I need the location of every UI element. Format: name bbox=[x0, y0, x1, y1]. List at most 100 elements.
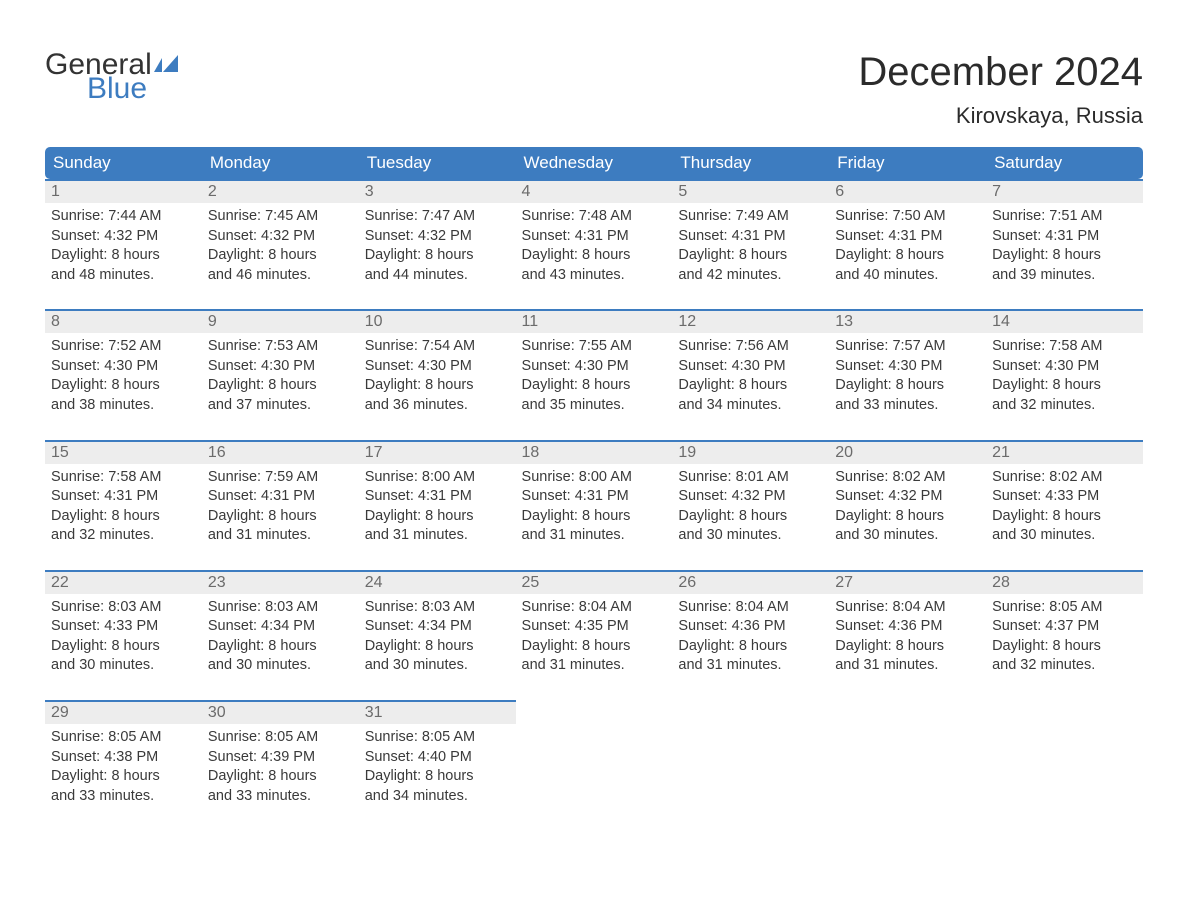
day-details: Sunrise: 7:58 AMSunset: 4:30 PMDaylight:… bbox=[986, 333, 1143, 417]
day-header-monday: Monday bbox=[202, 147, 359, 179]
day-dl2: and 33 minutes. bbox=[51, 787, 196, 807]
calendar-day-cell: 28Sunrise: 8:05 AMSunset: 4:37 PMDayligh… bbox=[986, 570, 1143, 678]
day-dl2: and 43 minutes. bbox=[522, 266, 667, 286]
day-sunrise: Sunrise: 7:56 AM bbox=[678, 337, 823, 357]
day-dl1: Daylight: 8 hours bbox=[51, 507, 196, 527]
calendar-day-cell: 22Sunrise: 8:03 AMSunset: 4:33 PMDayligh… bbox=[45, 570, 202, 678]
day-number: 13 bbox=[829, 311, 986, 333]
day-details: Sunrise: 7:47 AMSunset: 4:32 PMDaylight:… bbox=[359, 203, 516, 287]
day-dl1: Daylight: 8 hours bbox=[208, 507, 353, 527]
day-sunrise: Sunrise: 8:00 AM bbox=[365, 468, 510, 488]
day-dl2: and 33 minutes. bbox=[208, 787, 353, 807]
day-sunset: Sunset: 4:39 PM bbox=[208, 748, 353, 768]
day-details: Sunrise: 8:00 AMSunset: 4:31 PMDaylight:… bbox=[359, 464, 516, 548]
day-number: 14 bbox=[986, 311, 1143, 333]
day-dl1: Daylight: 8 hours bbox=[522, 246, 667, 266]
day-details: Sunrise: 8:05 AMSunset: 4:37 PMDaylight:… bbox=[986, 594, 1143, 678]
page-header: General Blue December 2024 Kirovskaya, R… bbox=[45, 50, 1143, 129]
day-number: 17 bbox=[359, 442, 516, 464]
day-details: Sunrise: 7:45 AMSunset: 4:32 PMDaylight:… bbox=[202, 203, 359, 287]
day-number: 12 bbox=[672, 311, 829, 333]
calendar-day-cell: 15Sunrise: 7:58 AMSunset: 4:31 PMDayligh… bbox=[45, 440, 202, 548]
day-sunset: Sunset: 4:32 PM bbox=[208, 227, 353, 247]
day-dl2: and 30 minutes. bbox=[678, 526, 823, 546]
day-sunrise: Sunrise: 7:48 AM bbox=[522, 207, 667, 227]
calendar-day-cell: 12Sunrise: 7:56 AMSunset: 4:30 PMDayligh… bbox=[672, 309, 829, 417]
day-number: 27 bbox=[829, 572, 986, 594]
day-details: Sunrise: 8:01 AMSunset: 4:32 PMDaylight:… bbox=[672, 464, 829, 548]
day-details: Sunrise: 7:52 AMSunset: 4:30 PMDaylight:… bbox=[45, 333, 202, 417]
day-dl2: and 30 minutes. bbox=[208, 656, 353, 676]
day-dl1: Daylight: 8 hours bbox=[208, 637, 353, 657]
day-dl2: and 34 minutes. bbox=[365, 787, 510, 807]
day-sunrise: Sunrise: 7:59 AM bbox=[208, 468, 353, 488]
day-dl1: Daylight: 8 hours bbox=[51, 376, 196, 396]
day-sunrise: Sunrise: 7:58 AM bbox=[51, 468, 196, 488]
day-details: Sunrise: 8:03 AMSunset: 4:34 PMDaylight:… bbox=[202, 594, 359, 678]
day-dl2: and 44 minutes. bbox=[365, 266, 510, 286]
day-sunrise: Sunrise: 8:05 AM bbox=[208, 728, 353, 748]
day-dl2: and 46 minutes. bbox=[208, 266, 353, 286]
day-number: 2 bbox=[202, 181, 359, 203]
day-sunset: Sunset: 4:38 PM bbox=[51, 748, 196, 768]
day-dl2: and 32 minutes. bbox=[992, 396, 1137, 416]
day-number: 26 bbox=[672, 572, 829, 594]
day-dl2: and 37 minutes. bbox=[208, 396, 353, 416]
day-sunrise: Sunrise: 7:50 AM bbox=[835, 207, 980, 227]
day-sunrise: Sunrise: 7:55 AM bbox=[522, 337, 667, 357]
day-dl1: Daylight: 8 hours bbox=[365, 507, 510, 527]
day-header-saturday: Saturday bbox=[986, 147, 1143, 179]
calendar-day-cell: 3Sunrise: 7:47 AMSunset: 4:32 PMDaylight… bbox=[359, 179, 516, 287]
day-sunset: Sunset: 4:37 PM bbox=[992, 617, 1137, 637]
day-dl2: and 32 minutes. bbox=[992, 656, 1137, 676]
day-details: Sunrise: 7:59 AMSunset: 4:31 PMDaylight:… bbox=[202, 464, 359, 548]
day-details: Sunrise: 8:02 AMSunset: 4:33 PMDaylight:… bbox=[986, 464, 1143, 548]
day-dl2: and 38 minutes. bbox=[51, 396, 196, 416]
day-sunset: Sunset: 4:36 PM bbox=[678, 617, 823, 637]
day-sunset: Sunset: 4:32 PM bbox=[365, 227, 510, 247]
day-dl1: Daylight: 8 hours bbox=[51, 246, 196, 266]
day-dl1: Daylight: 8 hours bbox=[835, 637, 980, 657]
calendar-body: 1Sunrise: 7:44 AMSunset: 4:32 PMDaylight… bbox=[45, 179, 1143, 808]
day-details: Sunrise: 7:49 AMSunset: 4:31 PMDaylight:… bbox=[672, 203, 829, 287]
day-sunset: Sunset: 4:40 PM bbox=[365, 748, 510, 768]
day-sunset: Sunset: 4:31 PM bbox=[365, 487, 510, 507]
day-sunrise: Sunrise: 7:51 AM bbox=[992, 207, 1137, 227]
day-number: 5 bbox=[672, 181, 829, 203]
day-dl2: and 40 minutes. bbox=[835, 266, 980, 286]
day-details: Sunrise: 8:02 AMSunset: 4:32 PMDaylight:… bbox=[829, 464, 986, 548]
day-number: 4 bbox=[516, 181, 673, 203]
calendar-day-cell: 7Sunrise: 7:51 AMSunset: 4:31 PMDaylight… bbox=[986, 179, 1143, 287]
day-number: 18 bbox=[516, 442, 673, 464]
calendar-day-cell: 1Sunrise: 7:44 AMSunset: 4:32 PMDaylight… bbox=[45, 179, 202, 287]
day-dl2: and 32 minutes. bbox=[51, 526, 196, 546]
day-dl1: Daylight: 8 hours bbox=[51, 637, 196, 657]
day-sunset: Sunset: 4:30 PM bbox=[208, 357, 353, 377]
day-number: 31 bbox=[359, 702, 516, 724]
day-number: 29 bbox=[45, 702, 202, 724]
calendar-day-cell: 18Sunrise: 8:00 AMSunset: 4:31 PMDayligh… bbox=[516, 440, 673, 548]
day-details: Sunrise: 8:03 AMSunset: 4:33 PMDaylight:… bbox=[45, 594, 202, 678]
calendar-week-row: 1Sunrise: 7:44 AMSunset: 4:32 PMDaylight… bbox=[45, 179, 1143, 287]
day-dl2: and 30 minutes. bbox=[835, 526, 980, 546]
day-details: Sunrise: 7:48 AMSunset: 4:31 PMDaylight:… bbox=[516, 203, 673, 287]
day-number: 30 bbox=[202, 702, 359, 724]
week-separator bbox=[45, 287, 1143, 309]
day-sunrise: Sunrise: 8:03 AM bbox=[208, 598, 353, 618]
day-header-thursday: Thursday bbox=[672, 147, 829, 179]
calendar-week-row: 15Sunrise: 7:58 AMSunset: 4:31 PMDayligh… bbox=[45, 440, 1143, 548]
day-details: Sunrise: 8:03 AMSunset: 4:34 PMDaylight:… bbox=[359, 594, 516, 678]
day-sunrise: Sunrise: 7:44 AM bbox=[51, 207, 196, 227]
day-number: 24 bbox=[359, 572, 516, 594]
calendar-week-row: 29 Sunrise: 8:05 AM Sunset: 4:38 PM Dayligh… bbox=[45, 700, 1143, 808]
day-sunrise: Sunrise: 8:04 AM bbox=[522, 598, 667, 618]
day-header-wednesday: Wednesday bbox=[516, 147, 673, 179]
day-dl1: Daylight: 8 hours bbox=[992, 637, 1137, 657]
day-dl1: Daylight: 8 hours bbox=[365, 767, 510, 787]
calendar-day-cell: 16Sunrise: 7:59 AMSunset: 4:31 PMDayligh… bbox=[202, 440, 359, 548]
day-header-tuesday: Tuesday bbox=[359, 147, 516, 179]
day-dl1: Daylight: 8 hours bbox=[835, 246, 980, 266]
day-dl1: Daylight: 8 hours bbox=[208, 376, 353, 396]
day-dl1: Daylight: 8 hours bbox=[208, 246, 353, 266]
day-details: Sunrise: 8:05 AMSunset: 4:39 PMDaylight:… bbox=[202, 724, 359, 808]
